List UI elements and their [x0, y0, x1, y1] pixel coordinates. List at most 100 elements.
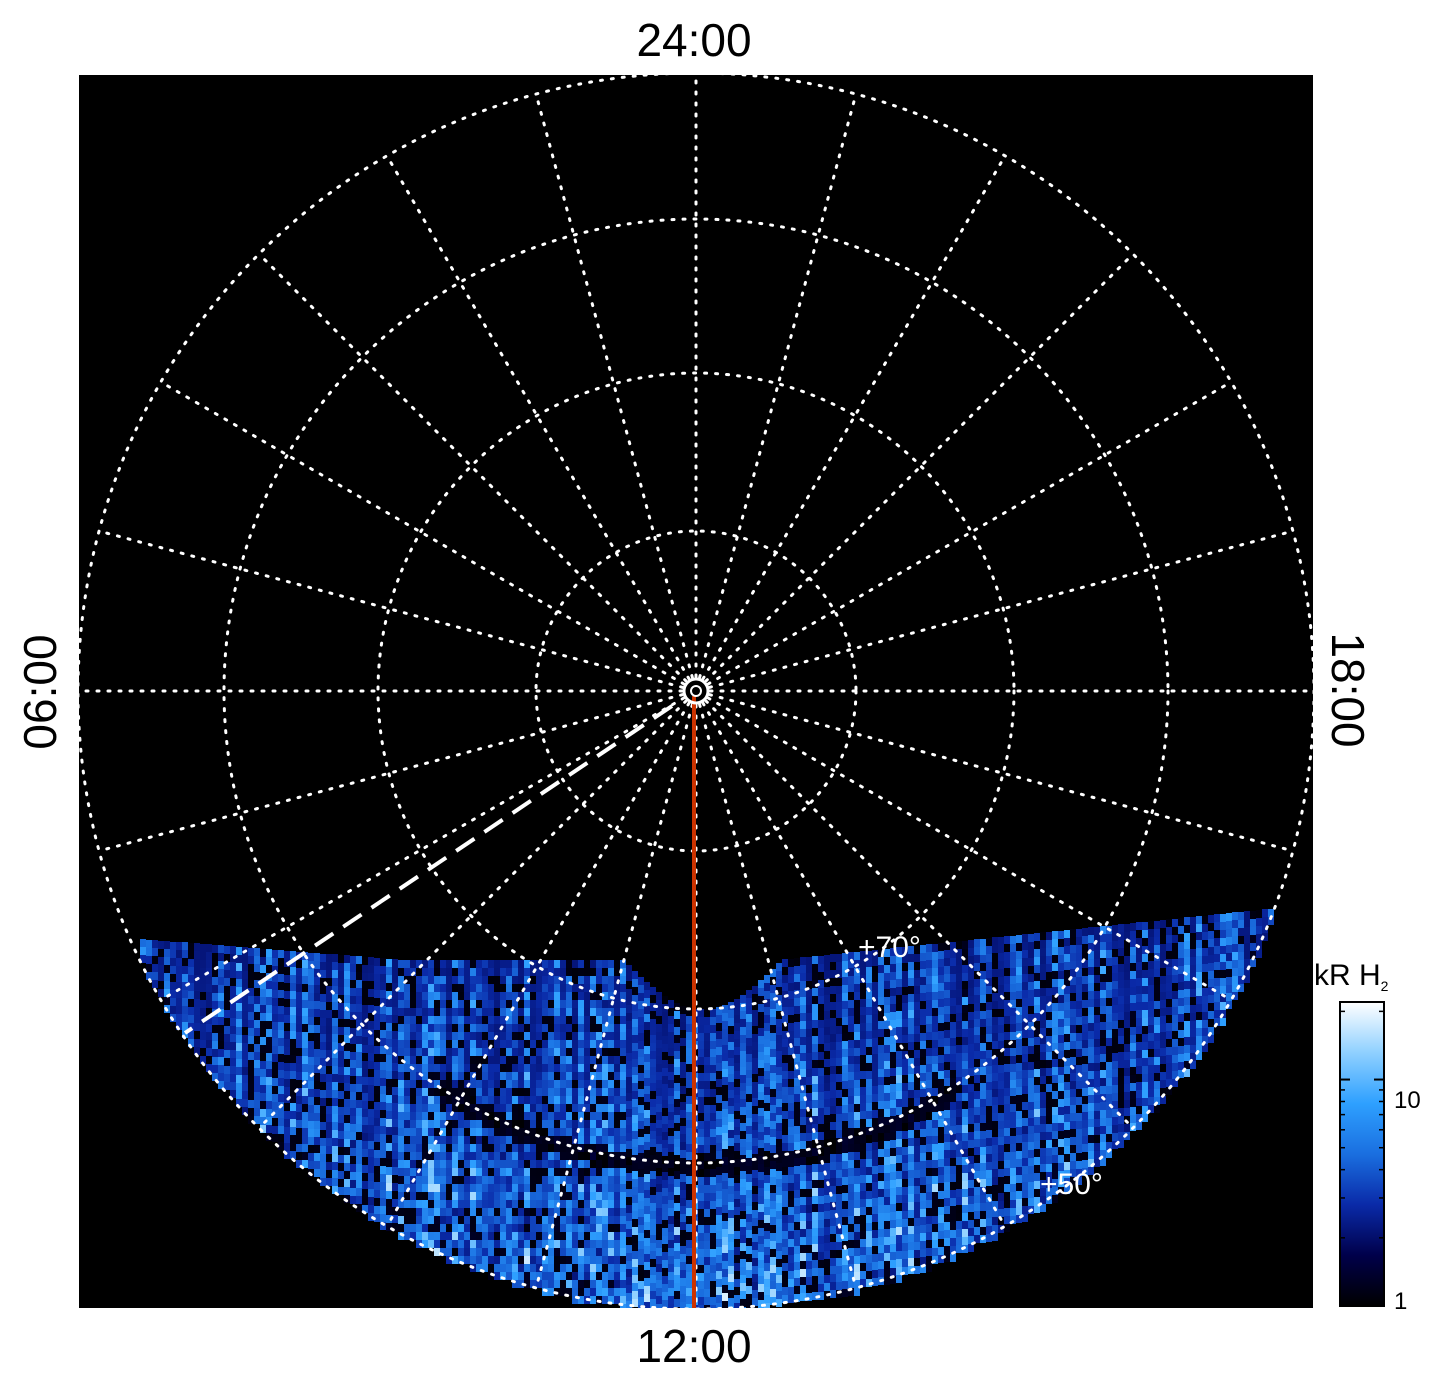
emission-pixel: [980, 1139, 986, 1147]
emission-pixel: [386, 1103, 392, 1111]
emission-pixel: [698, 1097, 704, 1105]
emission-pixel: [398, 1224, 404, 1232]
emission-pixel: [290, 1143, 296, 1151]
emission-pixel: [830, 1042, 836, 1050]
emission-pixel: [788, 1103, 794, 1111]
emission-pixel: [476, 1016, 482, 1024]
emission-pixel: [626, 1197, 632, 1205]
emission-pixel: [326, 1050, 332, 1058]
emission-pixel: [434, 1112, 440, 1120]
emission-pixel: [614, 1200, 620, 1208]
emission-pixel: [962, 1029, 968, 1037]
emission-pixel: [872, 1278, 878, 1286]
emission-pixel: [560, 1104, 566, 1112]
emission-pixel: [860, 1255, 866, 1263]
emission-pixel: [842, 1057, 848, 1065]
emission-pixel: [644, 1118, 650, 1126]
emission-pixel: [644, 1046, 650, 1054]
emission-pixel: [500, 1144, 506, 1152]
emission-pixel: [710, 1097, 716, 1105]
emission-pixel: [932, 1160, 938, 1168]
emission-pixel: [686, 1128, 692, 1136]
emission-pixel: [638, 985, 644, 993]
emission-pixel: [860, 1271, 866, 1279]
emission-pixel: [596, 1240, 602, 1248]
emission-pixel: [602, 1072, 608, 1080]
emission-pixel: [410, 1112, 416, 1120]
emission-pixel: [458, 1024, 464, 1032]
emission-pixel: [290, 975, 296, 983]
emission-pixel: [698, 1057, 704, 1065]
emission-pixel: [272, 1102, 278, 1110]
emission-pixel: [878, 1205, 884, 1213]
emission-pixel: [728, 1274, 734, 1282]
emission-pixel: [626, 1125, 632, 1133]
emission-pixel: [590, 1240, 596, 1248]
emission-pixel: [668, 1136, 674, 1144]
emission-pixel: [818, 996, 824, 1004]
emission-pixel: [764, 1071, 770, 1079]
emission-pixel: [926, 952, 932, 960]
emission-pixel: [800, 1149, 806, 1157]
emission-pixel: [470, 1008, 476, 1016]
emission-pixel: [794, 1118, 800, 1126]
emission-pixel: [656, 1088, 662, 1096]
emission-pixel: [788, 1215, 794, 1223]
emission-pixel: [326, 1130, 332, 1138]
emission-pixel: [344, 987, 350, 995]
emission-pixel: [770, 1217, 776, 1225]
emission-pixel: [818, 1124, 824, 1132]
emission-pixel: [512, 976, 518, 984]
emission-pixel: [374, 1022, 380, 1030]
emission-pixel: [542, 992, 548, 1000]
emission-pixel: [674, 1035, 680, 1043]
emission-pixel: [410, 1032, 416, 1040]
emission-pixel: [620, 1248, 626, 1256]
emission-pixel: [416, 1152, 422, 1160]
emission-pixel: [626, 1005, 632, 1013]
emission-pixel: [680, 1134, 686, 1142]
emission-pixel: [524, 1216, 530, 1224]
emission-pixel: [896, 1139, 902, 1147]
emission-pixel: [842, 1001, 848, 1009]
emission-pixel: [956, 1205, 962, 1213]
emission-pixel: [476, 1248, 482, 1256]
emission-pixel: [938, 1159, 944, 1167]
emission-pixel: [506, 960, 512, 968]
emission-pixel: [806, 1173, 812, 1181]
emission-pixel: [248, 1084, 254, 1092]
emission-pixel: [656, 1304, 662, 1312]
emission-pixel: [392, 1167, 398, 1175]
emission-pixel: [344, 1083, 350, 1091]
emission-pixel: [800, 1221, 806, 1229]
emission-pixel: [728, 1194, 734, 1202]
emission-pixel: [302, 1136, 308, 1144]
emission-pixel: [848, 1232, 854, 1240]
emission-pixel: [452, 1064, 458, 1072]
emission-pixel: [404, 1064, 410, 1072]
emission-pixel: [638, 1097, 644, 1105]
emission-pixel: [902, 1067, 908, 1075]
emission-pixel: [482, 992, 488, 1000]
emission-pixel: [248, 1092, 254, 1100]
emission-pixel: [158, 989, 164, 997]
emission-pixel: [782, 1239, 788, 1247]
emission-pixel: [560, 968, 566, 976]
emission-pixel: [596, 1072, 602, 1080]
emission-pixel: [638, 977, 644, 985]
emission-pixel: [440, 1192, 446, 1200]
emission-pixel: [482, 1104, 488, 1112]
emission-pixel: [332, 1138, 338, 1146]
emission-pixel: [746, 1230, 752, 1238]
emission-pixel: [296, 1144, 302, 1152]
emission-pixel: [926, 1184, 932, 1192]
emission-pixel: [932, 1048, 938, 1056]
emission-pixel: [656, 1288, 662, 1296]
emission-pixel: [410, 1008, 416, 1016]
emission-pixel: [734, 1199, 740, 1207]
emission-pixel: [764, 1111, 770, 1119]
emission-pixel: [662, 1124, 668, 1132]
emission-pixel: [848, 1168, 854, 1176]
emission-pixel: [572, 1000, 578, 1008]
